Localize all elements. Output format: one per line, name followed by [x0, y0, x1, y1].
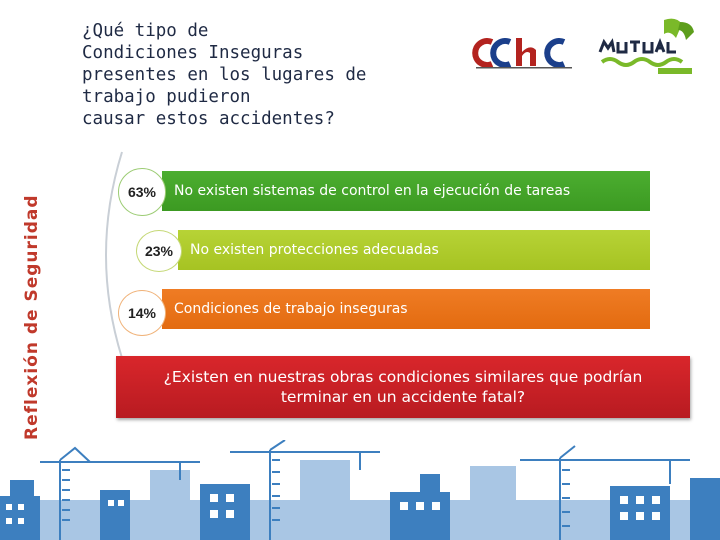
- condition-bar-2: No existen protecciones adecuadas: [178, 230, 650, 270]
- connector-arc: [105, 151, 123, 359]
- percent-badge-3: 14%: [118, 290, 166, 336]
- condition-label-3: Condiciones de trabajo inseguras: [174, 301, 408, 317]
- mutual-logo: [598, 18, 694, 74]
- question-heading: ¿Qué tipo de Condiciones Inseguras prese…: [82, 21, 367, 129]
- reflection-callout: ¿Existen en nuestras obras condiciones s…: [116, 356, 690, 418]
- condition-bar-1: No existen sistemas de control en la eje…: [162, 171, 650, 211]
- percent-badge-2: 23%: [136, 230, 182, 272]
- side-title: Reflexión de Seguridad: [22, 194, 42, 440]
- construction-skyline-illustration: [0, 440, 720, 540]
- condition-label-2: No existen protecciones adecuadas: [190, 242, 439, 258]
- condition-label-1: No existen sistemas de control en la eje…: [174, 183, 571, 199]
- percent-badge-1: 63%: [118, 168, 166, 216]
- cchc-logo: [472, 38, 572, 69]
- condition-bar-3: Condiciones de trabajo inseguras: [162, 289, 650, 329]
